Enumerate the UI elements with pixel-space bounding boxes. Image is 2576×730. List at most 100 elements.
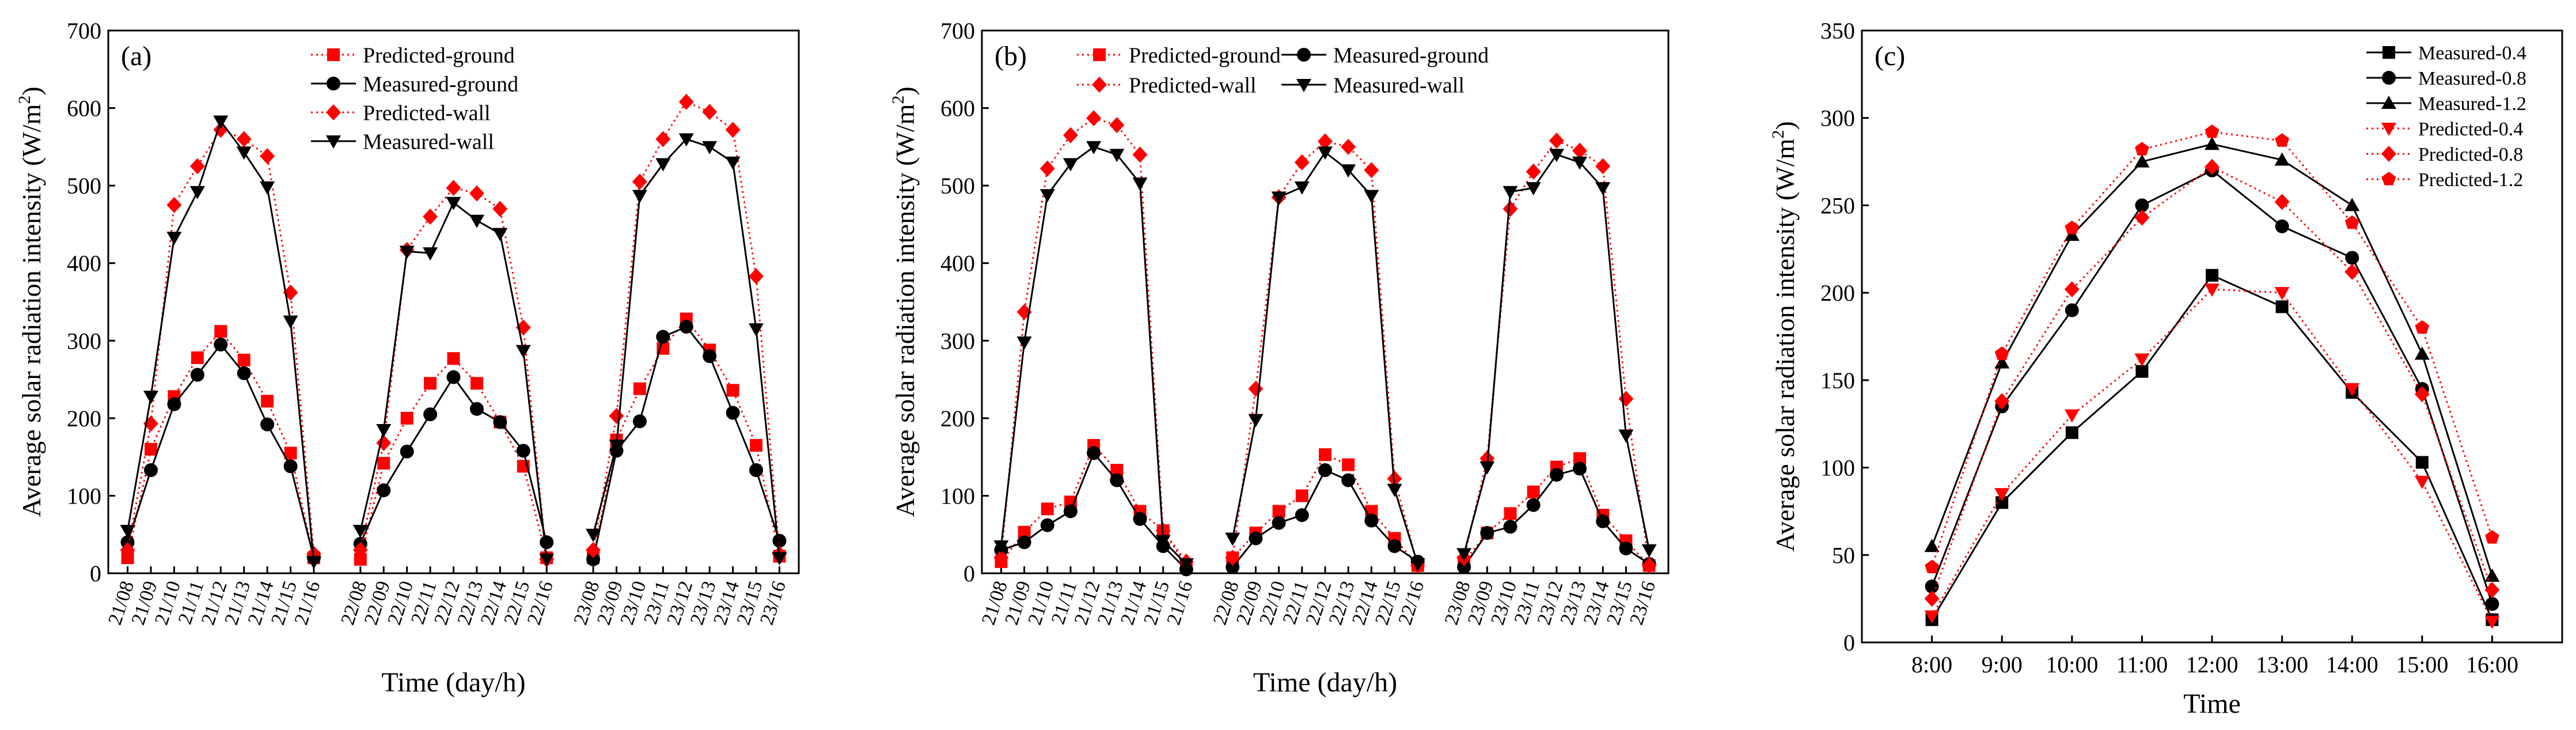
panel-a-point-measured-wall-22-11	[423, 247, 438, 261]
panel-c-point-predicted-1-2-8-00	[1925, 559, 1939, 573]
panel-b-point-measured-wall-23-13	[1572, 156, 1588, 170]
panel-b-point-predicted-wall-21-13	[1109, 117, 1125, 134]
panel-a-point-measured-wall-22-16	[539, 553, 555, 567]
panel-b-line-predicted-wall-group-2	[1231, 140, 1419, 566]
panel-a-line-predicted-ground-group-2	[359, 357, 548, 560]
panel-b-ylabel-sup: 2	[889, 96, 908, 104]
panel-a-point-predicted-ground-22-09	[377, 456, 390, 470]
panel-b-point-measured-ground-22-15	[1387, 539, 1402, 553]
panel-a-point-measured-wall-21-11	[189, 186, 205, 199]
panel-c-point-predicted-0-4-15-00	[2414, 475, 2430, 489]
panel-c-legend-label-predicted-0-8: Predicted-0.8	[2418, 144, 2523, 165]
panel-b-point-predicted-wall-23-14	[1595, 158, 1611, 175]
panel-b-point-measured-ground-23-10	[1503, 520, 1517, 534]
panel-a-point-measured-wall-21-12	[213, 115, 229, 129]
panel-c-point-predicted-0-4-12-00	[2205, 283, 2220, 297]
panel-c-point-predicted-0-4-16-00	[2484, 615, 2500, 629]
panel-b-point-measured-ground-22-08	[1226, 560, 1240, 574]
panel-c-ytick-label-0: 0	[1843, 630, 1855, 656]
panel-a-point-predicted-ground-22-10	[400, 411, 413, 425]
panel-b-point-predicted-wall-22-09	[1248, 380, 1264, 397]
panel-b-ytick-label-100: 100	[940, 483, 975, 509]
panel-a-point-predicted-wall-23-08	[586, 542, 601, 558]
panel-a-point-predicted-ground-21-11	[191, 351, 204, 364]
panel-c-legend-marker-predicted-1-2	[2381, 172, 2396, 186]
panel-b-point-measured-wall-22-11	[1294, 181, 1310, 195]
panel-a-point-measured-ground-23-11	[656, 330, 670, 344]
panel-b-point-measured-ground-22-12	[1318, 463, 1332, 478]
panel-b-point-measured-ground-23-09	[1480, 526, 1494, 540]
panel-c-ytick-label-100: 100	[1820, 455, 1855, 481]
panel-a-legend-label-measured-ground: Measured-ground	[363, 72, 518, 96]
panel-c-point-predicted-0-8-10-00	[2064, 281, 2080, 298]
panel-c-point-measured-0-4-9-00	[1995, 496, 2009, 509]
panel-c-line-predicted-0-8	[1931, 165, 2493, 599]
panel-b-point-measured-wall-23-09	[1479, 461, 1495, 475]
panel-c-point-predicted-1-2-13-00	[2275, 133, 2289, 147]
panel-b-legend: Predicted-ground Measured-ground Predicted…	[1077, 43, 1489, 97]
panel-a-line-measured-wall-group-3	[592, 138, 780, 558]
panel-b-point-predicted-wall-21-08	[993, 550, 1009, 566]
panel-a-point-measured-ground-22-12	[446, 370, 461, 384]
panel-a-ytick-label-300: 300	[67, 328, 101, 354]
panel-a-point-measured-ground-23-14	[726, 406, 740, 420]
panel-b-ylabel-text: Average solar radiation intensity (W/m	[890, 104, 920, 517]
panel-b-xlabel: Time (day/h)	[1253, 667, 1397, 698]
panel-c-xtick-label-12-00: 12:00	[2186, 652, 2238, 678]
panel-b-point-measured-ground-22-13	[1341, 473, 1356, 487]
panel-c-xtick-label-10-00: 10:00	[2046, 652, 2098, 678]
panel-c-legend: Measured-0.4 Measured-0.8 Measured-1.2 Pred…	[2366, 43, 2526, 191]
panel-c-ylabel: Average solar radiation intensity (W/m2)	[1769, 121, 1800, 551]
panel-c-xtick-label-8-00: 8:00	[1911, 652, 1952, 678]
panel-c-point-measured-0-8-10-00	[2065, 303, 2079, 317]
panel-c-ylabel-sup: 2	[1769, 130, 1788, 139]
panel-c-point-predicted-0-4-10-00	[2064, 409, 2080, 423]
panel-b-point-measured-ground-22-10	[1272, 516, 1286, 530]
panel-a-point-measured-wall-21-08	[120, 524, 135, 538]
panel-a-point-predicted-ground-22-12	[447, 352, 460, 365]
panel-b-point-measured-ground-21-14	[1133, 512, 1147, 526]
panel-b-ylabel: Average solar radiation intensity (W/m2)	[889, 86, 920, 517]
panel-c-point-measured-0-4-13-00	[2275, 300, 2289, 313]
panel-c-point-measured-1-2-15-00	[2414, 346, 2430, 360]
panel-a-line-predicted-wall-group-2	[359, 187, 548, 559]
panel-a-point-measured-ground-21-09	[143, 463, 158, 478]
panel-c-xtick-label-9-00: 9:00	[1982, 652, 2023, 678]
panel-c-point-predicted-0-4-14-00	[2344, 383, 2360, 397]
panel-c-point-predicted-1-2-9-00	[1994, 346, 2009, 360]
panel-b-legend-marker-measured-wall	[1296, 79, 1311, 92]
panel-b-point-predicted-wall-21-12	[1086, 110, 1102, 127]
panel-b-point-measured-ground-23-11	[1526, 498, 1541, 512]
panel-a-point-measured-ground-22-13	[469, 402, 484, 416]
panel-a-point-measured-wall-23-13	[702, 141, 718, 154]
panel-a-point-predicted-ground-23-15	[750, 438, 763, 452]
panel-b-point-predicted-wall-22-14	[1364, 162, 1379, 179]
panel-b-point-measured-ground-21-11	[1063, 504, 1078, 519]
panel-a-point-predicted-wall-23-09	[609, 407, 624, 424]
panel-c-point-predicted-0-8-13-00	[2274, 194, 2290, 210]
panel-b-line-predicted-ground-group-3	[1463, 457, 1650, 566]
panel-a-ytick-label-200: 200	[67, 406, 101, 432]
panel-c-series-measured-0-4	[1925, 268, 2499, 626]
panel-b-ytick-label-0: 0	[963, 561, 975, 587]
panel-b-legend-marker-predicted-ground	[1093, 48, 1106, 61]
panel-a-point-measured-ground-21-15	[283, 459, 298, 474]
panel-a-ylabel: Average solar radiation intensity (W/m2)	[15, 86, 46, 517]
panel-c-legend-label-predicted-0-4: Predicted-0.4	[2418, 119, 2523, 140]
panel-a-point-predicted-ground-22-11	[424, 377, 437, 390]
panel-c-series-measured-1-2	[1924, 137, 2500, 582]
panel-a-point-measured-ground-23-16	[772, 534, 787, 548]
panel-a-legend-label-predicted-ground: Predicted-ground	[363, 43, 515, 67]
panel-a-point-measured-ground-21-14	[260, 417, 275, 432]
panel-b-point-measured-ground-23-12	[1549, 468, 1564, 482]
panel-c-point-predicted-1-2-15-00	[2415, 320, 2430, 334]
panel-a-point-predicted-ground-21-12	[214, 325, 227, 338]
panel-b-point-measured-ground-21-13	[1110, 473, 1124, 487]
panel-c-point-predicted-0-8-16-00	[2484, 581, 2500, 598]
panel-c-xtick-label-13-00: 13:00	[2256, 652, 2308, 678]
panel-a-point-measured-ground-22-10	[400, 444, 414, 459]
panel-c-line-measured-0-8	[1931, 169, 2493, 604]
panel-a-point-predicted-ground-23-10	[633, 382, 646, 395]
panel-a-point-measured-ground-22-09	[377, 483, 391, 498]
panel-a-point-predicted-wall-23-14	[725, 122, 741, 138]
